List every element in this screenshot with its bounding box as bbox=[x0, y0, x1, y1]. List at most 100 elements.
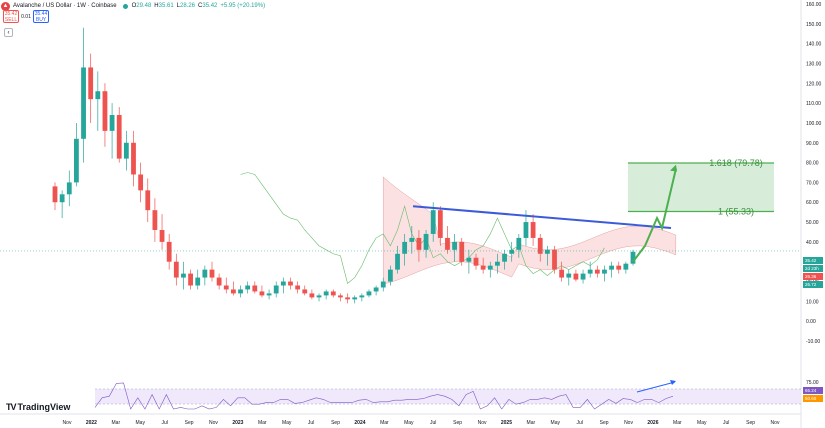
resistance-trendline bbox=[412, 205, 672, 230]
candle bbox=[594, 265, 600, 278]
x-tick-label: Mar bbox=[258, 420, 267, 426]
candle-body bbox=[188, 273, 193, 286]
candle bbox=[288, 277, 293, 290]
candle-body bbox=[509, 249, 515, 254]
candle-body bbox=[109, 115, 115, 131]
candle bbox=[166, 233, 172, 270]
candle bbox=[509, 241, 515, 262]
candle-body bbox=[416, 237, 422, 250]
y-tick-label: 80.00 bbox=[806, 161, 819, 167]
candle-body bbox=[66, 182, 72, 195]
x-tick-label: Sep bbox=[185, 420, 194, 426]
price-label: 35.42 bbox=[805, 258, 817, 263]
candle bbox=[352, 295, 358, 304]
candle-body bbox=[216, 277, 222, 286]
candle-body bbox=[195, 277, 201, 286]
trade-panel: 35.42 SELL 0.01 35.44 BUY bbox=[0, 10, 49, 23]
candle-body bbox=[452, 241, 458, 250]
candle-body bbox=[159, 229, 165, 242]
candle bbox=[123, 130, 129, 171]
y-tick-label: 0.00 bbox=[806, 319, 816, 325]
candle bbox=[473, 253, 479, 270]
candle bbox=[395, 245, 400, 274]
candle-body bbox=[573, 273, 579, 280]
candle-body bbox=[495, 261, 500, 266]
candle bbox=[402, 233, 408, 266]
y-tick-label: 110.00 bbox=[806, 101, 821, 107]
x-tick-label: 2023 bbox=[232, 420, 243, 426]
candle bbox=[223, 277, 229, 294]
x-tick-label: May bbox=[551, 420, 561, 426]
candle-body bbox=[230, 289, 236, 294]
candle-body bbox=[309, 293, 315, 298]
candle bbox=[188, 269, 193, 290]
candle-body bbox=[630, 251, 636, 264]
candle bbox=[423, 229, 429, 258]
candle bbox=[502, 249, 507, 270]
candle-body bbox=[74, 138, 79, 183]
candle-body bbox=[95, 91, 101, 100]
candle bbox=[459, 237, 465, 266]
candle-body bbox=[437, 210, 443, 238]
collapse-legend-chevron-icon[interactable]: ‹ bbox=[4, 28, 13, 37]
price-label-bg bbox=[803, 273, 823, 280]
symbol-title[interactable]: Avalanche / US Dollar · 1W · Coinbase bbox=[13, 3, 117, 9]
candle bbox=[52, 182, 58, 211]
candle-body bbox=[516, 237, 522, 250]
candle-body bbox=[302, 289, 308, 294]
candle-body bbox=[487, 265, 493, 270]
market-open-dot-icon bbox=[122, 3, 128, 9]
y-tick-label: 50.00 bbox=[806, 220, 819, 226]
candle bbox=[181, 261, 186, 290]
candle-body bbox=[502, 253, 507, 262]
x-tick-label: Jul bbox=[576, 420, 582, 426]
close-label: C bbox=[198, 3, 203, 9]
spread-value: 0.01 bbox=[21, 13, 31, 20]
x-tick-label: 2022 bbox=[86, 420, 97, 426]
candle-body bbox=[288, 281, 293, 286]
tradingview-logo[interactable]: TV TradingView bbox=[4, 402, 73, 412]
candle-body bbox=[252, 285, 258, 292]
y-tick-label: 120.00 bbox=[806, 81, 822, 87]
candle-body bbox=[566, 273, 572, 278]
sell-button[interactable]: 35.42 SELL bbox=[3, 10, 19, 23]
x-tick-label: 2025 bbox=[501, 420, 512, 426]
low-value: 28.26 bbox=[180, 3, 196, 9]
candle bbox=[409, 226, 415, 254]
x-tick-label: Nov bbox=[771, 420, 780, 426]
candle bbox=[202, 265, 208, 286]
candle bbox=[316, 293, 322, 302]
candle-body bbox=[466, 257, 472, 262]
rsi-label-bg bbox=[803, 395, 823, 402]
price-label: 26.36 bbox=[805, 274, 817, 279]
avalanche-logo-icon: ▲ bbox=[1, 1, 10, 11]
candle-body bbox=[402, 241, 408, 254]
candle bbox=[487, 261, 493, 278]
candle bbox=[573, 269, 579, 282]
candle-body bbox=[338, 295, 343, 298]
x-tick-label: Jul bbox=[161, 420, 167, 426]
candle bbox=[480, 257, 486, 274]
x-tick-label: May bbox=[404, 420, 414, 426]
candle-body bbox=[580, 273, 586, 280]
fib-extension-zone bbox=[628, 163, 774, 212]
candle bbox=[309, 289, 315, 300]
open-label: O bbox=[131, 3, 137, 9]
candle-body bbox=[202, 269, 208, 278]
candle bbox=[552, 245, 557, 274]
candle-body bbox=[537, 237, 543, 254]
candle-body bbox=[609, 265, 614, 270]
candle-body bbox=[623, 263, 629, 270]
candle bbox=[630, 249, 636, 266]
candle-body bbox=[387, 269, 393, 282]
tradingview-mark-icon: TV bbox=[6, 402, 16, 412]
candle-body bbox=[430, 210, 436, 234]
candle-body bbox=[380, 281, 386, 288]
x-tick-label: Mar bbox=[112, 420, 121, 426]
fib-level-label: 1 (55.33) bbox=[718, 206, 754, 216]
candle-body bbox=[102, 91, 108, 131]
candle-body bbox=[173, 261, 179, 278]
x-tick-label: Jul bbox=[430, 420, 436, 426]
buy-button[interactable]: 35.44 BUY bbox=[33, 10, 49, 23]
